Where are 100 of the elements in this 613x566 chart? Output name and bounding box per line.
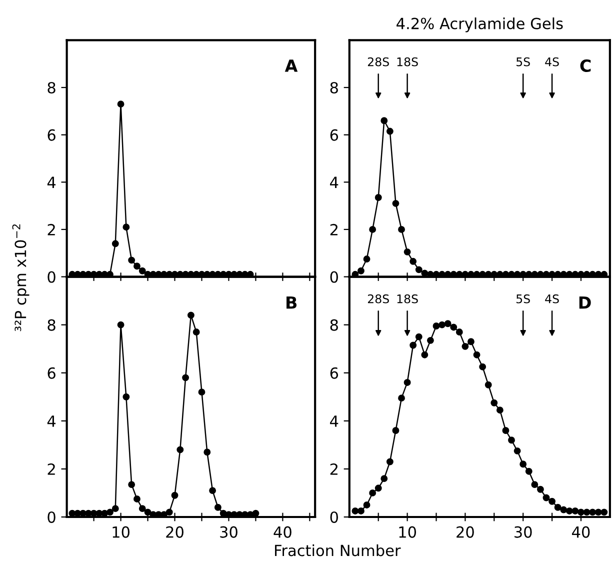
point (566, 508, 573, 514)
point (171, 492, 178, 499)
point (214, 504, 222, 511)
point (450, 324, 458, 331)
point (380, 475, 388, 482)
point (438, 321, 446, 328)
point (548, 498, 556, 505)
x-tick-label: 10 (112, 526, 130, 538)
point (520, 460, 527, 468)
point (415, 333, 422, 340)
point (600, 508, 608, 516)
x-tick-label: 40 (274, 526, 292, 538)
point (473, 351, 480, 358)
point (531, 481, 538, 488)
point (479, 363, 486, 370)
point (106, 508, 114, 516)
x-axis-title: Fraction Number (275, 544, 401, 556)
point (468, 338, 474, 346)
point (386, 128, 394, 135)
y-tick-label: 0 (330, 271, 338, 283)
point (128, 481, 136, 488)
annotation: C (580, 59, 591, 72)
point (484, 381, 492, 388)
y-tick-label: 2 (48, 463, 55, 475)
point (525, 468, 532, 475)
x-tick-label: 30 (514, 526, 532, 538)
point (404, 248, 411, 256)
point (134, 495, 140, 502)
point (112, 240, 119, 248)
y-tick-label: 0 (48, 511, 56, 524)
point (496, 406, 504, 414)
point (456, 328, 463, 336)
point (252, 510, 260, 517)
point (358, 508, 364, 514)
y-tick-label: 8 (330, 82, 338, 94)
y-tick-label: 6 (48, 367, 56, 379)
y-tick-label: 8 (48, 319, 56, 331)
annotation: 18S (397, 294, 418, 304)
y-tick-label: 0 (330, 511, 338, 524)
point (432, 322, 440, 330)
x-tick-label: 20 (166, 526, 184, 538)
x-tick-label: 10 (399, 526, 416, 538)
y-tick-label: 8 (330, 319, 338, 331)
point (386, 458, 394, 466)
y-tick-label: 2 (48, 224, 55, 236)
point (594, 508, 602, 516)
point (398, 394, 405, 402)
y-tick-label: 6 (330, 367, 338, 379)
point (404, 378, 411, 386)
point (462, 342, 469, 350)
point (490, 399, 498, 406)
point (589, 508, 596, 516)
annotation: 28S (368, 294, 389, 304)
point (138, 267, 146, 274)
y-tick-label: 6 (48, 129, 56, 141)
point (583, 508, 590, 516)
y-axis-title: ³²P cpm x10$^{−2}$ (12, 224, 30, 332)
point (363, 502, 370, 508)
point (392, 200, 400, 207)
annotation: 18S (397, 57, 418, 66)
point (410, 258, 417, 265)
annotation: D (579, 296, 591, 309)
point (138, 505, 146, 512)
point (144, 508, 152, 516)
x-tick-label: 40 (572, 526, 590, 538)
y-tick-label: 4 (47, 416, 56, 427)
point (192, 328, 200, 336)
point (134, 262, 140, 270)
point (187, 312, 194, 319)
y-tick-label: 0 (48, 271, 56, 283)
point (444, 320, 452, 328)
y-tick-label: 2 (330, 463, 338, 475)
point (502, 427, 510, 434)
point (578, 508, 584, 516)
point (122, 393, 130, 400)
point (392, 427, 400, 434)
point (358, 267, 364, 274)
point (374, 484, 382, 492)
y-tick-label: 6 (330, 129, 338, 141)
annotation: B (286, 296, 297, 309)
annotation: 5S (516, 57, 530, 66)
y-tick-label: 2 (330, 224, 338, 236)
point (128, 256, 136, 264)
annotation: 4S (545, 294, 559, 304)
point (363, 256, 370, 263)
x-tick-label: 20 (456, 526, 474, 538)
annotation: 28S (368, 57, 389, 66)
point (117, 321, 124, 328)
point (374, 194, 382, 201)
point (352, 508, 359, 514)
point (369, 226, 376, 233)
point (209, 487, 216, 494)
point (542, 494, 550, 502)
point (122, 224, 130, 231)
point (536, 486, 544, 493)
point (112, 505, 119, 512)
point (426, 336, 434, 344)
point (176, 446, 184, 454)
point (117, 100, 124, 108)
annotation: A (284, 60, 298, 72)
